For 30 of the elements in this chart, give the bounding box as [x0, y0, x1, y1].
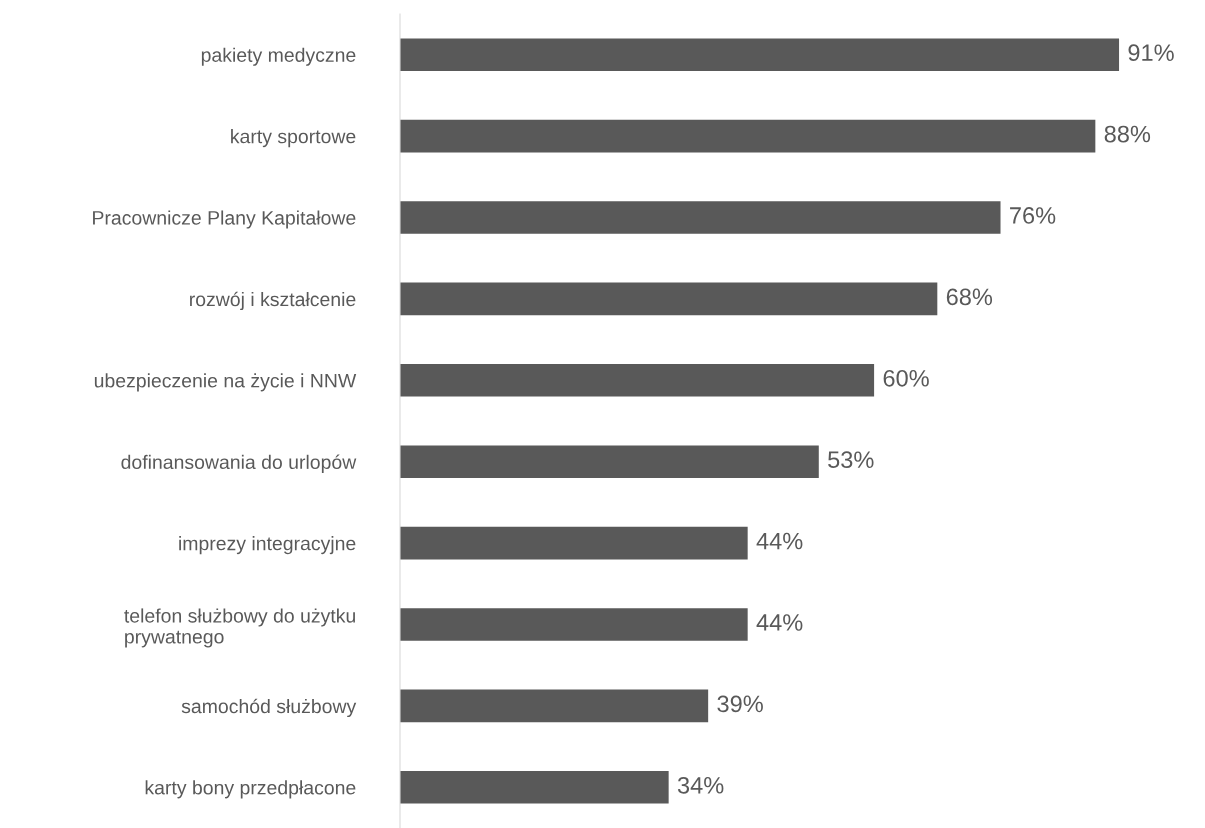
data-label: 60% [883, 369, 929, 387]
data-label: 68% [946, 288, 993, 306]
y-tick-label: telefon służbowy do użytku prywatnego [124, 608, 355, 648]
y-tick-label: samochód służbowy [181, 698, 357, 718]
bar [400, 364, 875, 397]
bar [400, 282, 938, 316]
bar [400, 119, 1096, 153]
y-tick-label: karty sportowe [231, 129, 356, 148]
y-tick-label: dofinansowania do urlopów [121, 454, 357, 473]
y-tick-label: karty bony przedpłacone [145, 780, 356, 799]
data-label: 91% [1128, 44, 1174, 62]
data-label: 44% [756, 532, 803, 550]
bar [400, 526, 748, 560]
y-tick-label: Pracownicze Plany Kapitałowe [93, 210, 356, 229]
bar [400, 445, 819, 478]
data-label: 34% [677, 776, 724, 794]
data-label: 88% [1104, 125, 1151, 143]
bar [400, 38, 1120, 71]
bar [400, 608, 748, 641]
data-label: 53% [828, 451, 874, 469]
data-label: 44% [756, 614, 803, 631]
y-tick-label: imprezy integracyjne [179, 536, 356, 555]
bar [400, 689, 709, 723]
y-tick-label: rozwój i kształcenie [190, 291, 356, 311]
bar [400, 201, 1001, 234]
data-label: 39% [717, 695, 763, 713]
y-tick-label: ubezpieczenie na życie i NNW [94, 373, 357, 392]
y-tick-label: pakiety medyczne [201, 47, 356, 66]
bar [400, 771, 669, 804]
data-label: 76% [1010, 207, 1056, 224]
